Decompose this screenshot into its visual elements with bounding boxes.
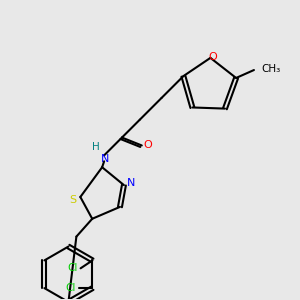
Text: S: S (69, 195, 76, 205)
Text: Cl: Cl (65, 283, 76, 293)
Text: N: N (101, 154, 109, 164)
Text: N: N (127, 178, 135, 188)
Text: Cl: Cl (68, 263, 78, 273)
Text: CH₃: CH₃ (261, 64, 280, 74)
Text: O: O (143, 140, 152, 151)
Text: H: H (92, 142, 100, 152)
Text: O: O (208, 52, 217, 62)
